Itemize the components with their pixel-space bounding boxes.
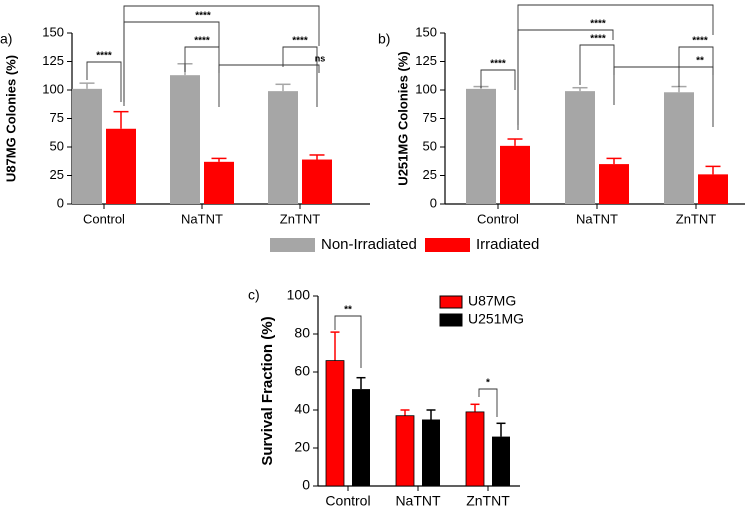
bar <box>106 128 136 204</box>
legend-label: U87MG <box>468 293 516 309</box>
bar <box>565 91 595 204</box>
significance-bracket <box>334 315 362 368</box>
x-tick-label: ZnTNT <box>676 211 717 226</box>
y-tick-label: 50 <box>50 138 64 153</box>
significance-label: **** <box>194 36 210 47</box>
significance-bracket <box>282 46 318 107</box>
bar <box>325 360 345 487</box>
bar <box>170 75 200 205</box>
bar <box>268 91 298 204</box>
legend-swatch <box>270 238 315 252</box>
significance-bracket <box>218 64 320 73</box>
significance-label: **** <box>96 51 112 62</box>
bar <box>500 145 530 204</box>
bar <box>395 415 415 487</box>
y-tick-label: 150 <box>415 24 437 39</box>
bar <box>352 389 370 486</box>
legend-swatch <box>439 295 463 309</box>
significance-label: **** <box>692 0 708 5</box>
y-tick-label: 80 <box>294 325 310 341</box>
legend-label: U251MG <box>468 311 524 327</box>
significance-label: ns <box>315 53 326 63</box>
y-tick-label: 100 <box>415 81 437 96</box>
bar <box>422 419 440 486</box>
significance-bracket <box>517 4 714 125</box>
y-axis-title: U87MG Colonies (%) <box>3 55 18 182</box>
significance-bracket <box>123 5 320 106</box>
x-tick-label: Control <box>325 493 370 509</box>
y-tick-label: 40 <box>294 401 310 417</box>
legend-label: Irradiated <box>476 236 539 253</box>
bar <box>492 436 510 486</box>
bar <box>465 411 485 487</box>
panel-label: a) <box>0 31 12 47</box>
y-tick-label: 125 <box>415 53 437 68</box>
y-tick-label: 75 <box>50 110 64 125</box>
panel-label: c) <box>248 287 260 303</box>
y-axis-title: U251MG Colonies (%) <box>395 51 410 185</box>
significance-label: ** <box>696 56 704 67</box>
x-tick-label: Control <box>83 211 125 226</box>
x-tick-label: NaTNT <box>181 211 223 226</box>
bar <box>72 88 102 204</box>
significance-bracket <box>86 61 122 102</box>
bar <box>664 92 694 204</box>
significance-bracket <box>184 46 220 107</box>
significance-label: **** <box>490 59 506 70</box>
x-tick-label: NaTNT <box>576 211 618 226</box>
significance-label: **** <box>195 11 211 22</box>
bar <box>302 159 332 204</box>
y-tick-label: 60 <box>294 363 310 379</box>
y-tick-label: 20 <box>294 439 310 455</box>
significance-label: * <box>486 378 490 389</box>
bar <box>204 161 234 204</box>
significance-label: **** <box>590 19 606 30</box>
significance-label: **** <box>292 36 308 47</box>
y-tick-label: 50 <box>423 138 437 153</box>
y-tick-label: 150 <box>42 24 64 39</box>
significance-label: **** <box>590 34 606 45</box>
significance-label: ** <box>344 305 352 316</box>
legend-swatch <box>425 238 470 252</box>
y-tick-label: 0 <box>57 195 64 210</box>
y-tick-label: 100 <box>42 81 64 96</box>
significance-label: **** <box>692 36 708 47</box>
x-tick-label: ZnTNT <box>280 211 321 226</box>
panel-label: b) <box>378 31 390 47</box>
y-tick-label: 0 <box>302 477 310 493</box>
y-tick-label: 25 <box>50 167 64 182</box>
significance-bracket <box>480 69 516 90</box>
x-tick-label: Control <box>477 211 519 226</box>
legend-label: Non-Irradiated <box>321 236 417 253</box>
bar <box>466 88 496 204</box>
x-tick-label: NaTNT <box>395 493 441 509</box>
significance-bracket <box>478 388 498 417</box>
y-tick-label: 125 <box>42 53 64 68</box>
y-tick-label: 0 <box>430 195 437 210</box>
significance-label: **** <box>312 0 328 6</box>
y-axis-title: Survival Fraction (%) <box>259 316 276 465</box>
significance-bracket <box>613 66 714 75</box>
y-tick-label: 100 <box>287 287 311 303</box>
x-tick-label: ZnTNT <box>466 493 510 509</box>
bar <box>599 164 629 204</box>
y-tick-label: 75 <box>423 110 437 125</box>
y-tick-label: 25 <box>423 167 437 182</box>
legend-swatch <box>439 313 463 327</box>
bar <box>698 174 728 204</box>
